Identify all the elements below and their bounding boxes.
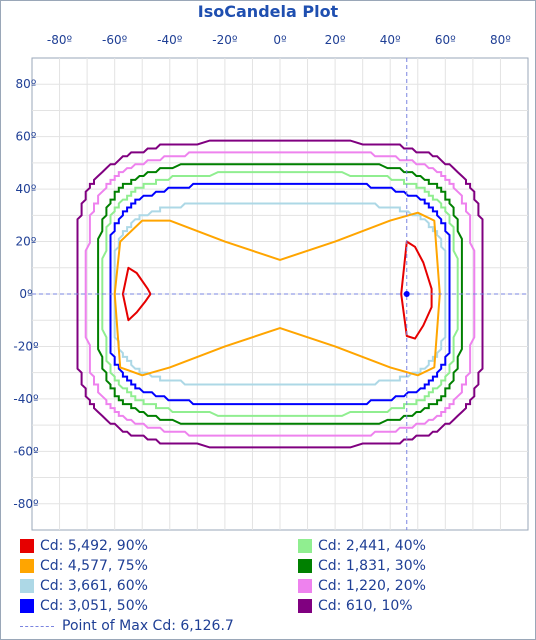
legend-label: Cd: 1,220, 20%: [318, 578, 426, 594]
max-point-markers: [32, 58, 528, 530]
y-tick-label: 40º: [16, 182, 37, 196]
tick-labels: -80º -60º -40º -20º 0º 20º 40º 60º 80º 80º 60º 40º 2…: [13, 33, 511, 511]
y-tick-label: -20º: [13, 339, 39, 353]
x-tick-label: 60º: [435, 33, 456, 47]
legend-label: Cd: 2,441, 40%: [318, 538, 426, 554]
x-tick-label: -40º: [157, 33, 183, 47]
x-tick-label: -60º: [102, 33, 128, 47]
y-tick-label: -40º: [13, 392, 39, 406]
y-tick-label: 0º: [19, 287, 33, 301]
legend-label: Cd: 4,577, 75%: [40, 558, 148, 574]
contour-line: [84, 151, 476, 437]
x-tick-label: 80º: [490, 33, 511, 47]
legend-swatch: [20, 599, 34, 613]
legend-swatch: [298, 599, 312, 613]
x-tick-label: -20º: [212, 33, 238, 47]
legend-item: Cd: 610, 10%: [298, 596, 413, 616]
legend-label: Cd: 1,831, 30%: [318, 558, 426, 574]
legend-label: Cd: 3,661, 60%: [40, 578, 148, 594]
legend: Cd: 5,492, 90% Cd: 4,577, 75% Cd: 3,661,…: [20, 536, 530, 636]
x-tick-label: 20º: [325, 33, 346, 47]
dashed-line-icon: [20, 625, 54, 627]
legend-item: Cd: 1,831, 30%: [298, 556, 426, 576]
x-tick-label: 40º: [380, 33, 401, 47]
legend-item: Cd: 3,051, 50%: [20, 596, 148, 616]
x-tick-label: -80º: [47, 33, 73, 47]
y-tick-label: 80º: [16, 77, 37, 91]
y-tick-label: 60º: [16, 130, 37, 144]
legend-item: Cd: 2,441, 40%: [298, 536, 426, 556]
y-tick-label: 20º: [16, 235, 37, 249]
isocandela-plot: -80º -60º -40º -20º 0º 20º 40º 60º 80º 80º 60º 40º 2…: [13, 33, 529, 531]
legend-swatch: [20, 559, 34, 573]
x-tick-label: 0º: [273, 33, 287, 47]
legend-label: Cd: 3,051, 50%: [40, 598, 148, 614]
contour-line: [400, 240, 433, 340]
legend-swatch: [20, 579, 34, 593]
legend-item: Cd: 5,492, 90%: [20, 536, 148, 556]
legend-label: Cd: 5,492, 90%: [40, 538, 148, 554]
legend-item: Cd: 1,220, 20%: [298, 576, 426, 596]
chart-title: IsoCandela Plot: [197, 2, 339, 21]
y-tick-label: -80º: [13, 497, 39, 511]
legend-item: Cd: 3,661, 60%: [20, 576, 148, 596]
legend-max-point: Point of Max Cd: 6,126.7: [20, 616, 234, 636]
legend-swatch: [298, 559, 312, 573]
legend-swatch: [298, 579, 312, 593]
legend-swatch: [20, 539, 34, 553]
legend-label: Cd: 610, 10%: [318, 598, 413, 614]
max-point-marker: [403, 291, 410, 297]
legend-label: Point of Max Cd: 6,126.7: [62, 618, 234, 634]
legend-item: Cd: 4,577, 75%: [20, 556, 148, 576]
y-tick-label: -60º: [13, 444, 39, 458]
legend-swatch: [298, 539, 312, 553]
contour-line: [121, 266, 152, 322]
